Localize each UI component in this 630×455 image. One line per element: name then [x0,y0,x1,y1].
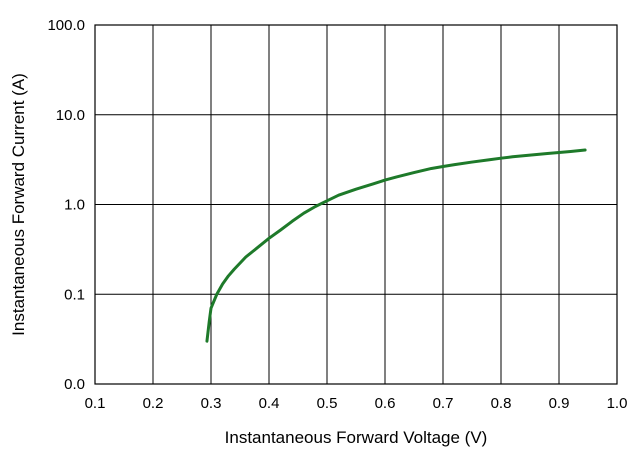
y-tick-label: 100.0 [47,17,85,34]
y-tick-label: 0.0 [64,376,85,393]
y-axis-title: Instantaneous Forward Current (A) [9,73,28,336]
y-tick-label: 10.0 [56,107,85,124]
x-tick-label: 0.4 [259,395,280,412]
grid-lines [94,24,618,385]
x-tick-label: 0.7 [433,395,454,412]
plot-frame [94,24,618,385]
x-tick-label: 0.8 [491,395,512,412]
x-tick-label: 0.5 [317,395,338,412]
x-tick-label: 1.0 [607,395,628,412]
y-tick-labels: 0.0 0.1 1.0 10.0 100.0 [47,17,85,393]
series-line [205,148,587,343]
x-tick-label: 0.1 [85,395,106,412]
x-tick-label: 0.2 [143,395,164,412]
x-axis-title: Instantaneous Forward Voltage (V) [225,428,488,447]
y-tick-label: 0.1 [64,286,85,303]
x-tick-label: 0.9 [549,395,570,412]
series-layer [205,148,587,343]
x-tick-labels: 0.1 0.2 0.3 0.4 0.5 0.6 0.7 0.8 0.9 1.0 [85,395,628,412]
y-tick-label: 1.0 [64,197,85,214]
x-tick-label: 0.3 [201,395,222,412]
x-tick-label: 0.6 [375,395,396,412]
